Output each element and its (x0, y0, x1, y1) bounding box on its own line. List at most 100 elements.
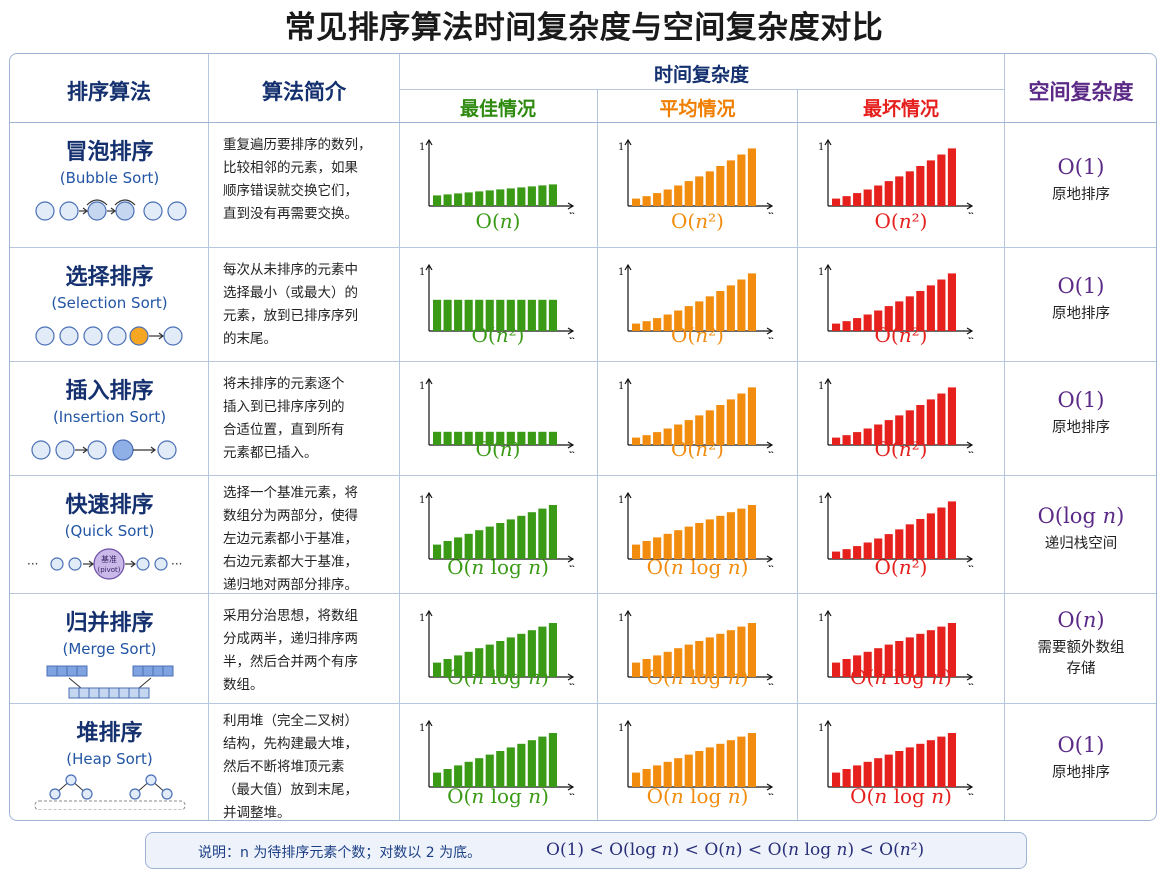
page-title: 常见排序算法时间复杂度与空间复杂度对比 (284, 10, 884, 46)
description-line: 元素，放到已排序序列 (223, 308, 358, 324)
best-bar (517, 299, 526, 331)
description-line: 递归地对两部分排序。 (223, 577, 358, 593)
avg-bar (632, 323, 641, 331)
worst-bar (895, 529, 904, 559)
x-axis-arrow (766, 327, 774, 335)
worst-bar (832, 772, 841, 787)
best-bar (496, 641, 505, 677)
worst-bar (832, 662, 841, 677)
x-axis-label: n (968, 335, 975, 339)
best-bar (548, 733, 557, 787)
algorithm-cell: 堆排序 (Heap Sort) (10, 715, 209, 810)
best-chart-row-3: 1n (419, 491, 576, 567)
description-line: 比较相邻的元素，如果 (223, 160, 358, 176)
space-complexity-cell: O(1) 原地排序 (1005, 388, 1156, 439)
worst-bar (916, 290, 925, 331)
best-bar (506, 299, 515, 331)
avg-bar (726, 160, 735, 206)
worst-bar (832, 551, 841, 559)
best-bar (443, 431, 452, 445)
worst-bar (832, 198, 841, 206)
description-line: 数组分为两部分，使得 (223, 508, 358, 524)
algorithm-description: 每次从未排序的元素中 选择最小（或最大）的 元素，放到已排序序列 的末尾。 (223, 259, 403, 351)
best-bar (443, 299, 452, 331)
best-bar (464, 533, 473, 559)
x-axis-label: n (968, 563, 975, 567)
worst-bar (863, 651, 872, 677)
avg-bar (642, 435, 651, 445)
best-bar (464, 761, 473, 787)
x-axis-label: n (569, 681, 576, 685)
space-complexity-note: 原地排序 (1005, 304, 1156, 325)
description-line: 并调整堆。 (223, 805, 291, 821)
avg-bar (737, 508, 746, 559)
worst-bar (853, 655, 862, 677)
avg-bar (695, 523, 704, 559)
avg-bar (653, 765, 662, 787)
space-note-line: 需要额外数组 (1037, 640, 1125, 656)
x-axis-label: n (768, 449, 775, 453)
best-bar (548, 184, 557, 206)
best-chart-row-1: 1n (419, 263, 576, 339)
best-bar (517, 187, 526, 206)
best-bar (454, 431, 463, 445)
x-axis-arrow (567, 202, 575, 210)
worst-chart-row-4: 1n (818, 609, 975, 685)
avg-bar (684, 526, 693, 559)
avg-chart-row-2: 1n (618, 377, 775, 453)
best-bar (506, 188, 515, 206)
best-bar (433, 431, 442, 445)
best-chart-row-2: 1n (419, 377, 576, 453)
best-bar (454, 765, 463, 787)
best-bar (506, 747, 515, 787)
best-bar (443, 659, 452, 677)
header-best: 最佳情况 (459, 98, 536, 120)
y-axis-arrow (624, 609, 632, 617)
avg-complexity-label: O(n log n) (646, 555, 749, 579)
best-bar (527, 431, 536, 445)
worst-bar (926, 160, 935, 206)
x-axis-label: n (569, 791, 576, 795)
algorithm-cell: 快速排序 (Quick Sort) ··· 基准 (pivot) ··· (10, 487, 209, 582)
avg-bar (705, 747, 714, 787)
best-bar (433, 195, 442, 206)
worst-complexity-label: O(n²) (874, 555, 928, 579)
worst-chart-row-3: 1n (818, 491, 975, 567)
avg-bar (684, 306, 693, 331)
avg-bar (716, 633, 725, 677)
worst-bar (884, 754, 893, 787)
y-tick-label: 1 (818, 142, 824, 153)
header-worst: 最坏情况 (862, 98, 939, 120)
worst-complexity-label: O(n²) (874, 209, 928, 233)
y-tick-label: 1 (818, 723, 824, 734)
worst-bar (863, 761, 872, 787)
space-note-line: 递归栈空间 (1044, 536, 1118, 552)
description-line: 左边元素都小于基准， (223, 531, 358, 547)
description-line: 重复遍历要排序的数列， (223, 137, 372, 153)
y-tick-label: 1 (818, 267, 824, 278)
worst-bar (905, 296, 914, 331)
worst-bar (842, 659, 851, 677)
worst-bar (905, 747, 914, 787)
avg-bar (716, 404, 725, 445)
avg-bar (653, 193, 662, 206)
best-complexity-label: O(n) (475, 437, 521, 461)
best-complexity-label: O(n log n) (447, 784, 549, 808)
selection-icon (34, 326, 183, 346)
avg-bar (747, 387, 756, 445)
y-tick-label: 1 (818, 613, 824, 624)
best-bar (506, 431, 515, 445)
description-line: 利用堆（完全二叉树） (223, 713, 358, 729)
algorithm-name-en: (Selection Sort) (51, 294, 168, 312)
avg-bar (663, 189, 672, 206)
worst-bar (895, 641, 904, 677)
header-algorithm: 排序算法 (67, 80, 151, 104)
algorithm-name-en: (Quick Sort) (64, 522, 155, 540)
x-axis-label: n (968, 210, 975, 214)
best-complexity-label: O(n) (475, 209, 521, 233)
best-bar (517, 515, 526, 559)
best-bar (485, 431, 494, 445)
complexity-order: O(1) < O(log n) < O(n) < O(n log n) < O(… (546, 840, 925, 860)
best-bar (475, 530, 484, 559)
best-bar (485, 644, 494, 677)
